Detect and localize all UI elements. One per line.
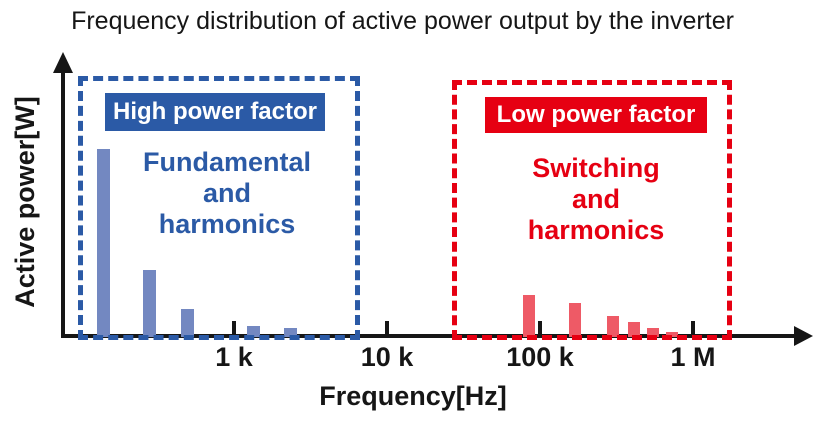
x-tick-label: 10 k — [360, 342, 414, 372]
bar-140hz — [96, 149, 110, 337]
low-power-factor-region — [452, 80, 732, 340]
fundamental-harmonics-text: Fundamental and harmonics — [142, 147, 311, 239]
high-power-factor-region — [78, 76, 360, 340]
x-axis-line — [61, 334, 797, 338]
bar-1350hz — [247, 325, 261, 337]
bar-300000hz — [607, 316, 619, 337]
bar-2350hz — [284, 328, 298, 337]
x-tick-label: 100 k — [506, 342, 574, 372]
bar-280hz — [142, 269, 156, 337]
x-tick-label: 1 M — [670, 342, 716, 372]
x-tick — [385, 321, 389, 336]
x-tick — [691, 321, 695, 336]
bar-730000hz — [666, 331, 679, 337]
y-axis-line — [61, 66, 65, 338]
low-power-factor-label: Low power factor — [485, 97, 707, 133]
x-axis-title: Frequency[Hz] — [319, 381, 507, 411]
x-tick — [538, 321, 542, 336]
chart-title: Frequency distribution of active power o… — [71, 7, 734, 35]
bar-545000hz — [646, 328, 659, 337]
x-tick-label: 1 k — [215, 342, 253, 372]
x-axis-arrow-icon — [794, 326, 813, 346]
switching-harmonics-text: Switching and harmonics — [527, 153, 665, 245]
y-axis-arrow-icon — [53, 52, 73, 73]
x-tick — [232, 321, 236, 336]
y-axis-label: Active power[W] — [10, 96, 40, 308]
high-power-factor-label: High power factor — [105, 93, 325, 131]
bar-410000hz — [627, 321, 640, 337]
bar-85000hz — [523, 295, 536, 337]
bar-500hz — [181, 309, 195, 337]
bar-170000hz — [569, 303, 582, 337]
